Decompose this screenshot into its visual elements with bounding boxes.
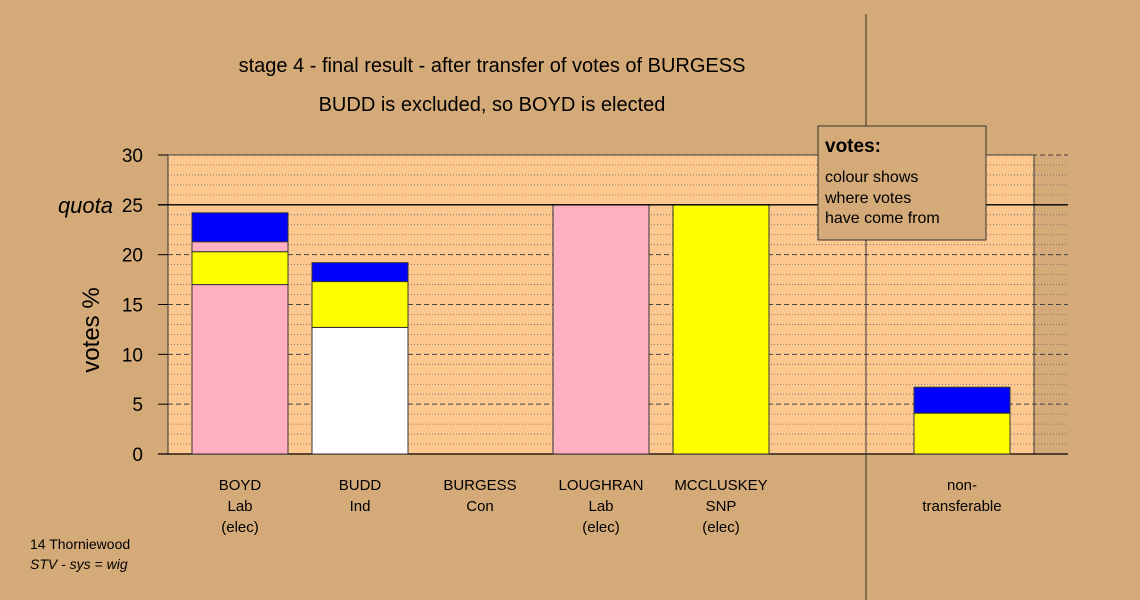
category-label: Lab — [227, 498, 252, 515]
category-label: non- — [947, 477, 977, 494]
category-labels: BOYD Lab (elec) BUDD Ind BURGESS Con LOUGHRAN La… — [219, 477, 1002, 536]
category-label: SNP — [706, 498, 737, 515]
category-label: (elec) — [582, 519, 620, 536]
category-label: (elec) — [221, 519, 259, 536]
category-label: BOYD — [219, 477, 262, 494]
y-tick-label: 30 — [122, 146, 143, 167]
bar-segment — [672, 204, 770, 455]
category-label: BURGESS — [443, 477, 516, 494]
y-tick-label: 20 — [122, 246, 143, 267]
chart-title: stage 4 - final result - after transfer … — [239, 55, 746, 77]
category-label: transferable — [922, 498, 1001, 515]
category-label: MCCLUSKEY — [674, 477, 767, 494]
bar-segment — [311, 326, 409, 455]
bar-segment — [191, 212, 289, 243]
bar-segment — [913, 386, 1011, 414]
legend-heading: votes: — [825, 136, 881, 157]
bar-segment — [191, 241, 289, 253]
y-tick-label: 5 — [132, 395, 143, 416]
category-label: (elec) — [702, 519, 740, 536]
category-label: LOUGHRAN — [558, 477, 643, 494]
quota-label: quota — [58, 193, 113, 218]
legend-line-3: have come from — [825, 210, 940, 227]
legend-line-1: colour shows — [825, 169, 918, 186]
y-tick-label: 25 — [122, 196, 143, 217]
bar-segment — [913, 412, 1011, 455]
y-tick-label: 0 — [132, 445, 143, 466]
y-tick-label: 15 — [122, 296, 143, 317]
bars — [158, 204, 1068, 455]
chart-subtitle: BUDD is excluded, so BOYD is elected — [319, 94, 666, 116]
legend-line-2: where votes — [824, 190, 911, 207]
y-axis-ticks: 0 5 10 15 20 25 30 — [122, 146, 168, 466]
bar-segment — [552, 204, 650, 455]
y-axis-label: votes % — [78, 287, 105, 372]
bar-segment — [191, 251, 289, 286]
bar-segment — [311, 262, 409, 283]
category-label: BUDD — [339, 477, 382, 494]
legend-box: votes: colour shows where votes have com… — [817, 125, 987, 241]
category-label: Ind — [350, 498, 371, 515]
category-label: Con — [466, 498, 494, 515]
category-label: Lab — [588, 498, 613, 515]
footer-ward: 14 Thorniewood — [30, 536, 130, 552]
footer-system: STV - sys = wig — [30, 556, 128, 572]
bar-segment — [191, 284, 289, 455]
bar-segment — [311, 281, 409, 328]
y-tick-label: 10 — [122, 345, 143, 366]
